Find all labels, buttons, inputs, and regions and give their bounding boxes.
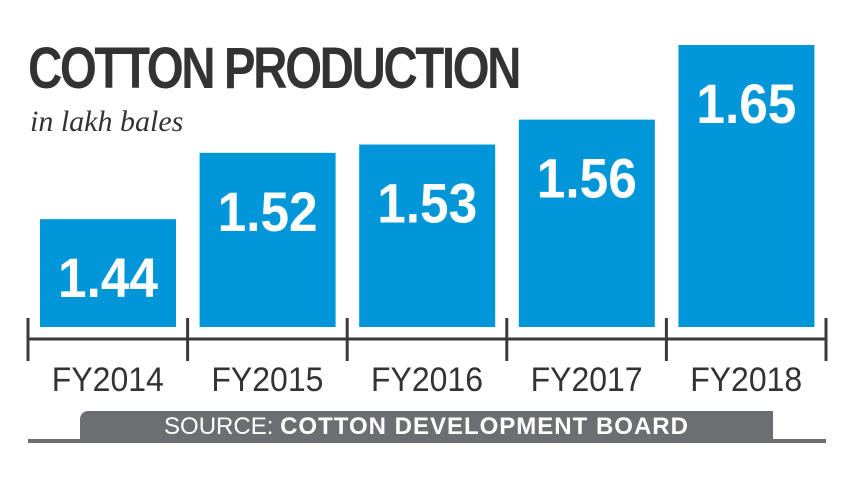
data-label: 1.53 xyxy=(377,172,477,235)
source-prefix: SOURCE: xyxy=(164,413,274,440)
source-banner: SOURCE: COTTON DEVELOPMENT BOARD xyxy=(80,411,773,441)
data-label: 1.44 xyxy=(58,246,158,309)
data-label: 1.52 xyxy=(218,180,318,243)
data-label: 1.56 xyxy=(537,147,637,210)
x-tick-label: FY2018 xyxy=(690,361,802,399)
bar-FY2015 xyxy=(199,152,336,327)
chart-title: COTTON PRODUCTION xyxy=(28,36,521,101)
bar-FY2017 xyxy=(518,119,655,327)
bar-FY2014 xyxy=(40,219,176,327)
bar-FY2016 xyxy=(359,144,496,327)
x-tick-label: FY2017 xyxy=(531,361,643,399)
chart-subtitle: in lakh bales xyxy=(30,105,184,138)
x-tick-label: FY2015 xyxy=(211,361,323,399)
bar-FY2018 xyxy=(678,45,815,327)
x-tick-label: FY2016 xyxy=(371,361,483,399)
x-tick-label: FY2014 xyxy=(52,361,164,399)
source-name: COTTON DEVELOPMENT BOARD xyxy=(280,413,689,440)
data-label: 1.65 xyxy=(696,72,796,135)
bottom-rule xyxy=(28,439,826,443)
